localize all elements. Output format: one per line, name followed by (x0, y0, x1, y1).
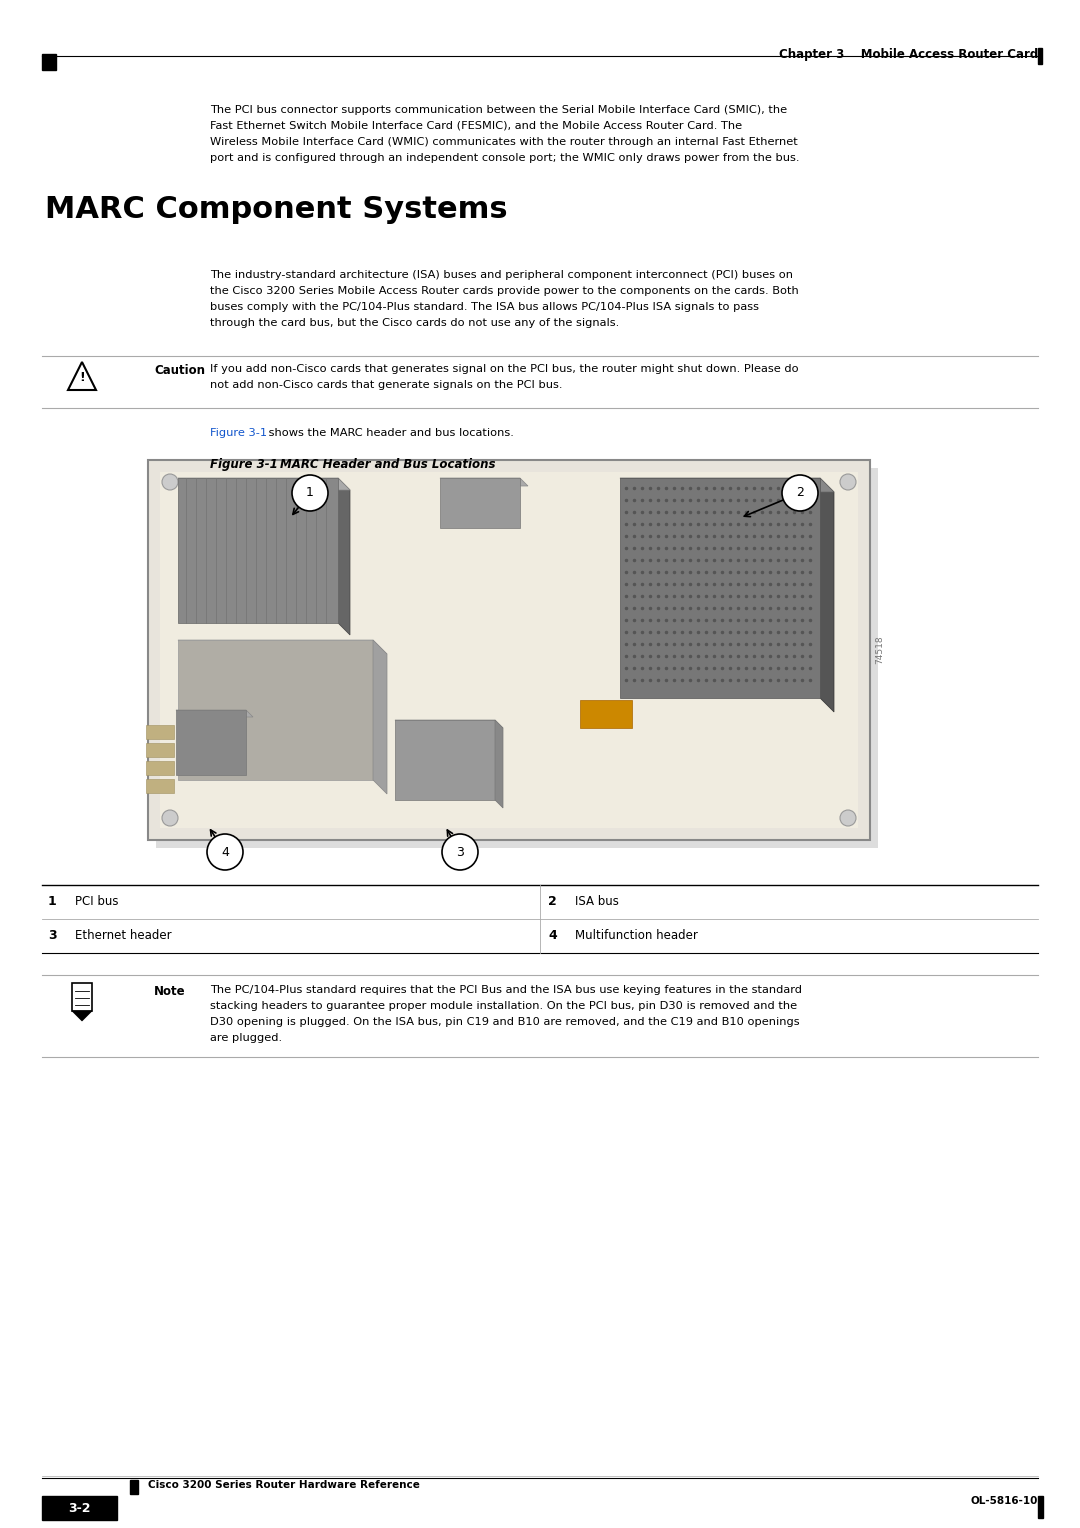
Text: Figure 3-1: Figure 3-1 (210, 428, 267, 439)
Text: !: ! (79, 371, 85, 384)
Text: PCI bus: PCI bus (75, 895, 119, 908)
Text: Ethernet header: Ethernet header (75, 929, 172, 941)
Polygon shape (176, 711, 253, 717)
Text: 1: 1 (48, 895, 57, 908)
Text: 4: 4 (221, 845, 229, 859)
Text: ISA bus: ISA bus (575, 895, 619, 908)
Text: If you add non-Cisco cards that generates signal on the PCI bus, the router migh: If you add non-Cisco cards that generate… (210, 364, 798, 374)
Bar (1038, 1496, 1043, 1517)
Polygon shape (440, 478, 519, 529)
Circle shape (207, 834, 243, 869)
Polygon shape (373, 640, 387, 795)
Text: Fast Ethernet Switch Mobile Interface Card (FESMIC), and the Mobile Access Route: Fast Ethernet Switch Mobile Interface Ca… (210, 121, 742, 131)
Polygon shape (820, 478, 834, 712)
Text: 2: 2 (548, 895, 557, 908)
Bar (146, 724, 174, 740)
Text: shows the MARC header and bus locations.: shows the MARC header and bus locations. (265, 428, 514, 439)
Text: are plugged.: are plugged. (210, 1033, 282, 1044)
Text: through the card bus, but the Cisco cards do not use any of the signals.: through the card bus, but the Cisco card… (210, 318, 619, 329)
Polygon shape (495, 720, 503, 808)
Polygon shape (395, 720, 503, 727)
Polygon shape (156, 468, 878, 848)
Text: OL-5816-10: OL-5816-10 (971, 1496, 1038, 1507)
Text: The industry-standard architecture (ISA) buses and peripheral component intercon: The industry-standard architecture (ISA)… (210, 270, 793, 280)
Bar (146, 761, 174, 775)
Text: Note: Note (154, 986, 186, 998)
Polygon shape (395, 720, 495, 801)
Text: MARC Header and Bus Locations: MARC Header and Bus Locations (280, 458, 496, 471)
Polygon shape (176, 711, 246, 775)
Text: Caution: Caution (154, 364, 205, 377)
Text: 74518: 74518 (876, 636, 885, 665)
Polygon shape (338, 478, 350, 636)
Text: port and is configured through an independent console port; the WMIC only draws : port and is configured through an indepe… (210, 153, 799, 163)
Polygon shape (178, 478, 338, 623)
Text: D30 opening is plugged. On the ISA bus, pin C19 and B10 are removed, and the C19: D30 opening is plugged. On the ISA bus, … (210, 1018, 799, 1027)
Circle shape (162, 810, 178, 827)
Bar (146, 743, 174, 756)
Text: buses comply with the PC/104-​Plus standard. The ISA bus allows PC/104-​Plus ISA: buses comply with the PC/104-​Plus stand… (210, 303, 759, 312)
Bar (42, 1496, 117, 1520)
Polygon shape (620, 478, 820, 698)
Polygon shape (72, 1012, 92, 1021)
Text: Chapter 3    Mobile Access Router Card: Chapter 3 Mobile Access Router Card (779, 47, 1038, 61)
Text: the Cisco 3200 Series Mobile Access Router cards provide power to the components: the Cisco 3200 Series Mobile Access Rout… (210, 286, 799, 296)
Polygon shape (178, 478, 350, 490)
Text: 1: 1 (306, 486, 314, 500)
Circle shape (840, 810, 856, 827)
Bar (42, 53, 56, 70)
Circle shape (292, 475, 328, 510)
Text: not add non-Cisco cards that generate signals on the PCI bus.: not add non-Cisco cards that generate si… (210, 380, 563, 390)
Polygon shape (148, 460, 870, 840)
Text: 2: 2 (796, 486, 804, 500)
Polygon shape (160, 472, 858, 828)
Text: Cisco 3200 Series Router Hardware Reference: Cisco 3200 Series Router Hardware Refere… (148, 1481, 420, 1490)
Text: Figure 3-1: Figure 3-1 (210, 458, 278, 471)
Polygon shape (178, 640, 387, 654)
Circle shape (782, 475, 818, 510)
Circle shape (442, 834, 478, 869)
Text: 3: 3 (456, 845, 464, 859)
Text: Wireless Mobile Interface Card (WMIC) communicates with the router through an in: Wireless Mobile Interface Card (WMIC) co… (210, 138, 798, 147)
Bar (130, 1481, 138, 1494)
Text: The PC/104-​Plus standard requires that the PCI Bus and the ISA bus use keying f: The PC/104-​Plus standard requires that … (210, 986, 802, 995)
Text: 3-2: 3-2 (68, 1502, 91, 1514)
Text: stacking headers to guarantee proper module installation. On the PCI bus, pin D3: stacking headers to guarantee proper mod… (210, 1001, 797, 1012)
Text: The PCI bus connector supports communication between the Serial Mobile Interface: The PCI bus connector supports communica… (210, 105, 787, 115)
Text: 4: 4 (548, 929, 557, 941)
Bar (1038, 47, 1042, 64)
Text: MARC Component Systems: MARC Component Systems (45, 196, 508, 225)
Polygon shape (440, 478, 528, 486)
Polygon shape (178, 640, 373, 779)
Text: Multifunction header: Multifunction header (575, 929, 698, 941)
Polygon shape (620, 478, 834, 492)
Circle shape (840, 474, 856, 490)
Circle shape (162, 474, 178, 490)
Bar (146, 779, 174, 793)
Text: 3: 3 (48, 929, 56, 941)
Bar (580, 700, 632, 727)
